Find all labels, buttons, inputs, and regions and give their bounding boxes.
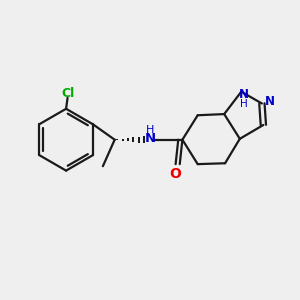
Text: H: H	[240, 99, 248, 109]
Text: N: N	[144, 132, 156, 145]
Text: H: H	[146, 125, 154, 135]
Text: N: N	[265, 94, 275, 108]
Text: Cl: Cl	[61, 87, 74, 100]
Text: N: N	[239, 88, 249, 101]
Text: O: O	[170, 167, 182, 181]
